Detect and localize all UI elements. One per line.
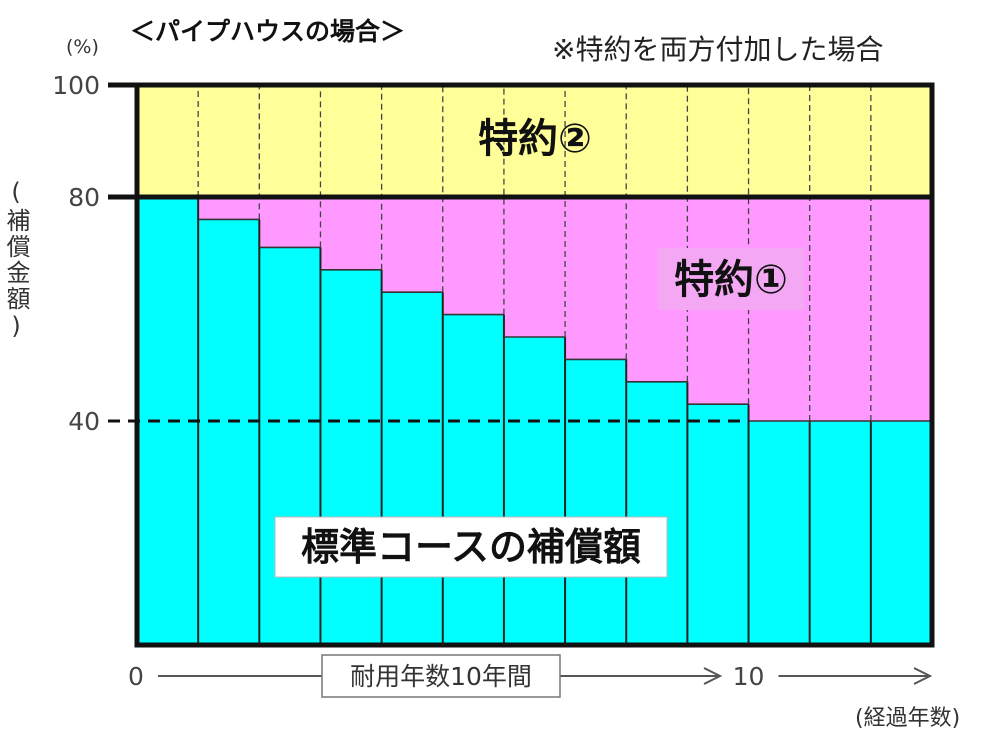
bar-standard-11 bbox=[809, 421, 871, 645]
bar-special-2-9 bbox=[687, 85, 749, 197]
bar-standard-0 bbox=[137, 197, 199, 645]
bar-special-2-3 bbox=[320, 85, 382, 197]
bar-standard-4 bbox=[381, 292, 443, 645]
chart-title: ＜パイプハウスの場合＞ bbox=[130, 17, 406, 46]
bar-special-1-6 bbox=[503, 197, 566, 337]
bar-special-1-11 bbox=[809, 197, 871, 421]
x-tick-label-0: 0 bbox=[128, 662, 144, 691]
chart-note: ※特約を両方付加した場合 bbox=[552, 33, 884, 66]
y-tick-label-100: 100 bbox=[52, 71, 100, 100]
useful-life-box bbox=[321, 654, 561, 698]
y-unit-label: (%) bbox=[66, 36, 99, 58]
series-label-special-1: 特約① bbox=[674, 257, 788, 303]
bar-special-2-0 bbox=[137, 85, 199, 197]
bar-special-2-4 bbox=[381, 85, 443, 197]
series-label-special-2: 特約② bbox=[478, 116, 592, 162]
bar-special-1-5 bbox=[442, 197, 504, 315]
y-tick-label-80: 80 bbox=[68, 183, 100, 212]
bar-special-2-5 bbox=[442, 85, 504, 197]
bar-standard-12 bbox=[870, 421, 932, 645]
x-tick-label-10: 10 bbox=[733, 662, 765, 691]
x-arrow-head-1 bbox=[703, 667, 723, 685]
bar-standard-6 bbox=[503, 337, 566, 645]
bar-special-1-12 bbox=[870, 197, 932, 421]
bar-standard-10 bbox=[748, 421, 810, 645]
bar-standard-2 bbox=[259, 247, 321, 645]
bar-special-1-4 bbox=[381, 197, 443, 293]
bar-special-1-1 bbox=[198, 197, 260, 220]
series-label-bg-special-1 bbox=[658, 248, 804, 310]
bar-standard-1 bbox=[198, 219, 260, 645]
x-axis-label: (経過年数) bbox=[855, 706, 961, 731]
bar-special-2-11 bbox=[809, 85, 871, 197]
bar-standard-9 bbox=[687, 404, 749, 645]
series-label-standard: 標準コースの補償額 bbox=[301, 525, 641, 569]
bar-special-2-7 bbox=[565, 85, 627, 197]
bar-special-2-6 bbox=[503, 85, 566, 197]
bar-special-2-2 bbox=[259, 85, 321, 197]
useful-life-label: 耐用年数10年間 bbox=[350, 662, 532, 691]
x-arrow-head-2 bbox=[913, 667, 933, 685]
y-axis-label: (補償金額) bbox=[2, 178, 30, 342]
y-tick-label-40: 40 bbox=[68, 407, 100, 436]
plot-frame bbox=[134, 82, 935, 648]
bar-standard-3 bbox=[320, 269, 382, 645]
series-label-bg-standard bbox=[274, 516, 668, 578]
bar-special-2-8 bbox=[626, 85, 688, 197]
bar-standard-5 bbox=[442, 314, 504, 645]
bar-standard-8 bbox=[626, 381, 688, 645]
bar-special-2-10 bbox=[748, 85, 810, 197]
bar-special-1-7 bbox=[565, 197, 627, 360]
bar-special-1-3 bbox=[320, 197, 382, 270]
bar-special-1-2 bbox=[259, 197, 321, 248]
bar-standard-7 bbox=[565, 359, 627, 645]
bar-special-2-12 bbox=[870, 85, 932, 197]
bar-special-2-1 bbox=[198, 85, 260, 197]
